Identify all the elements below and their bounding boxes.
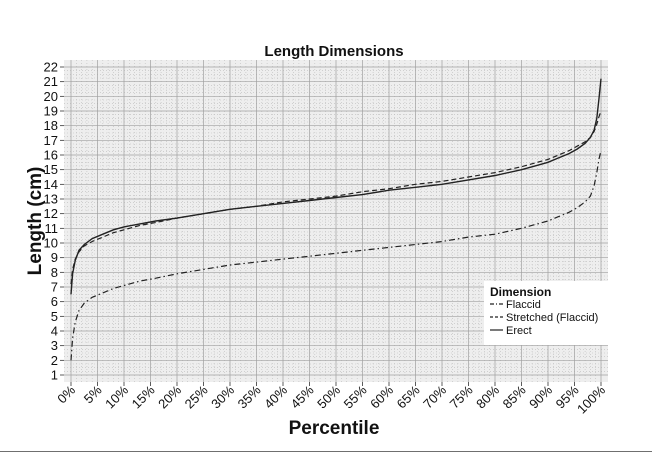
y-tick-label: 22 xyxy=(44,60,58,75)
y-tick-label: 7 xyxy=(51,280,58,295)
chart-title: Length Dimensions xyxy=(264,43,403,60)
y-tick-label: 10 xyxy=(44,236,58,251)
legend-title: Dimension xyxy=(490,285,551,299)
y-tick-label: 15 xyxy=(44,162,58,177)
y-tick-label: 11 xyxy=(45,221,59,236)
y-tick-label: 9 xyxy=(51,250,58,265)
y-tick-label: 18 xyxy=(44,118,58,133)
series-lines xyxy=(70,78,602,361)
y-tick-label: 21 xyxy=(44,74,58,89)
y-tick-label: 17 xyxy=(44,133,58,148)
x-axis-title: Percentile xyxy=(289,418,380,439)
bottom-rule xyxy=(0,451,652,452)
y-tick-label: 5 xyxy=(51,309,58,324)
y-tick-label: 6 xyxy=(51,294,58,309)
legend-label: Flaccid xyxy=(506,299,541,311)
legend-label: Erect xyxy=(506,325,532,337)
legend-box xyxy=(484,281,612,345)
series-line-stretched-flaccid xyxy=(70,110,602,285)
y-tick-label: 1 xyxy=(51,368,58,383)
y-tick-label: 3 xyxy=(51,338,58,353)
y-tick-label: 8 xyxy=(51,265,58,280)
y-axis-title: Length (cm) xyxy=(25,167,46,276)
y-tick-label: 14 xyxy=(44,177,58,192)
series-line-erect xyxy=(70,78,602,295)
legend-label: Stretched (Flaccid) xyxy=(506,312,598,324)
y-tick-label: 16 xyxy=(44,148,58,163)
y-tick-label: 19 xyxy=(44,104,58,119)
y-tick-label: 2 xyxy=(51,353,58,368)
y-tick-label: 13 xyxy=(44,192,58,207)
y-tick-label: 20 xyxy=(44,89,58,104)
y-tick-label: 12 xyxy=(44,206,58,221)
y-tick-label: 4 xyxy=(51,324,58,339)
